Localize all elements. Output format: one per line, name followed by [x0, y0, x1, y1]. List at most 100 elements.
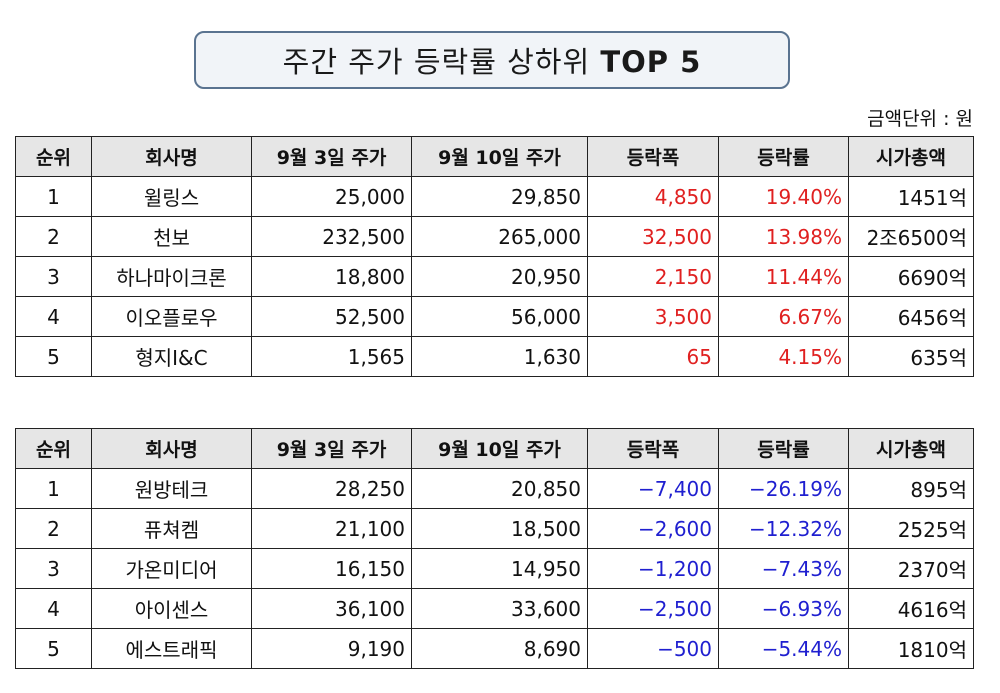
cell-price-0903: 36,100: [251, 588, 412, 629]
top-gainers-table: 순위 회사명 9월 3일 주가 9월 10일 주가 등락폭 등락률 시가총액 1…: [15, 136, 974, 377]
cell-rate: 6.67%: [718, 296, 849, 337]
header-row: 순위 회사명 9월 3일 주가 9월 10일 주가 등락폭 등락률 시가총액: [15, 428, 974, 469]
cell-market-cap: 2370억: [848, 548, 974, 589]
page-title-text: 주간 주가 등락률 상하위: [282, 45, 601, 79]
cell-rate: −12.32%: [718, 508, 849, 549]
cell-market-cap: 6690억: [848, 256, 974, 297]
cell-price-0903: 52,500: [251, 296, 412, 337]
cell-market-cap: 2525억: [848, 508, 974, 549]
table-row: 4 아이센스 36,100 33,600 −2,500 −6.93% 4616억: [15, 588, 974, 629]
cell-company: 형지I&C: [91, 336, 252, 377]
cell-company: 아이센스: [91, 588, 252, 629]
cell-rank: 4: [15, 296, 92, 337]
table-row: 5 형지I&C 1,565 1,630 65 4.15% 635억: [15, 336, 974, 377]
cell-market-cap: 635억: [848, 336, 974, 377]
cell-company: 에스트래픽: [91, 628, 252, 669]
cell-market-cap: 2조6500억: [848, 216, 974, 257]
cell-rate: −6.93%: [718, 588, 849, 629]
cell-price-0910: 20,950: [411, 256, 588, 297]
cell-rate: 11.44%: [718, 256, 849, 297]
title-box: 주간 주가 등락률 상하위 TOP 5: [194, 31, 790, 89]
cell-company: 하나마이크론: [91, 256, 252, 297]
cell-rate: 19.40%: [718, 176, 849, 217]
page-title: 주간 주가 등락률 상하위 TOP 5: [283, 39, 702, 81]
cell-price-0910: 20,850: [411, 468, 588, 509]
cell-price-0910: 8,690: [411, 628, 588, 669]
header-row: 순위 회사명 9월 3일 주가 9월 10일 주가 등락폭 등락률 시가총액: [15, 136, 974, 177]
unit-label: 금액단위 : 원: [867, 108, 973, 130]
table-row: 5 에스트래픽 9,190 8,690 −500 −5.44% 1810억: [15, 628, 974, 669]
cell-rank: 2: [15, 216, 92, 257]
header-change: 등락폭: [587, 428, 719, 469]
cell-market-cap: 4616억: [848, 588, 974, 629]
cell-price-0910: 29,850: [411, 176, 588, 217]
cell-rank: 3: [15, 548, 92, 589]
cell-company: 천보: [91, 216, 252, 257]
table-row: 1 원방테크 28,250 20,850 −7,400 −26.19% 895억: [15, 468, 974, 509]
cell-rank: 1: [15, 468, 92, 509]
cell-change: −2,500: [587, 588, 719, 629]
cell-market-cap: 6456억: [848, 296, 974, 337]
cell-rate: 13.98%: [718, 216, 849, 257]
cell-rank: 5: [15, 628, 92, 669]
table-row: 1 윌링스 25,000 29,850 4,850 19.40% 1451억: [15, 176, 974, 217]
cell-price-0903: 1,565: [251, 336, 412, 377]
cell-price-0910: 265,000: [411, 216, 588, 257]
header-price-0903: 9월 3일 주가: [251, 136, 412, 177]
cell-rank: 4: [15, 588, 92, 629]
cell-change: 4,850: [587, 176, 719, 217]
cell-company: 원방테크: [91, 468, 252, 509]
cell-price-0903: 28,250: [251, 468, 412, 509]
table-row: 3 하나마이크론 18,800 20,950 2,150 11.44% 6690억: [15, 256, 974, 297]
cell-change: −500: [587, 628, 719, 669]
cell-price-0910: 14,950: [411, 548, 588, 589]
cell-market-cap: 895억: [848, 468, 974, 509]
cell-price-0903: 9,190: [251, 628, 412, 669]
cell-price-0903: 16,150: [251, 548, 412, 589]
cell-price-0910: 56,000: [411, 296, 588, 337]
cell-rate: −5.44%: [718, 628, 849, 669]
cell-price-0903: 25,000: [251, 176, 412, 217]
cell-market-cap: 1451억: [848, 176, 974, 217]
table-row: 3 가온미디어 16,150 14,950 −1,200 −7.43% 2370억: [15, 548, 974, 589]
cell-rank: 2: [15, 508, 92, 549]
header-price-0910: 9월 10일 주가: [411, 136, 588, 177]
cell-rank: 1: [15, 176, 92, 217]
cell-change: 65: [587, 336, 719, 377]
cell-rank: 5: [15, 336, 92, 377]
cell-change: 2,150: [587, 256, 719, 297]
header-company: 회사명: [91, 428, 252, 469]
cell-change: 32,500: [587, 216, 719, 257]
table-row: 2 퓨쳐켐 21,100 18,500 −2,600 −12.32% 2525억: [15, 508, 974, 549]
cell-price-0903: 232,500: [251, 216, 412, 257]
cell-rank: 3: [15, 256, 92, 297]
cell-price-0903: 18,800: [251, 256, 412, 297]
cell-change: −1,200: [587, 548, 719, 589]
cell-change: −2,600: [587, 508, 719, 549]
cell-price-0903: 21,100: [251, 508, 412, 549]
cell-company: 윌링스: [91, 176, 252, 217]
header-company: 회사명: [91, 136, 252, 177]
header-price-0903: 9월 3일 주가: [251, 428, 412, 469]
header-rank: 순위: [15, 428, 92, 469]
cell-company: 가온미디어: [91, 548, 252, 589]
cell-rate: 4.15%: [718, 336, 849, 377]
header-market-cap: 시가총액: [848, 428, 974, 469]
cell-price-0910: 33,600: [411, 588, 588, 629]
header-rate: 등락률: [718, 428, 849, 469]
header-rate: 등락률: [718, 136, 849, 177]
header-price-0910: 9월 10일 주가: [411, 428, 588, 469]
header-change: 등락폭: [587, 136, 719, 177]
page-title-bold: TOP 5: [600, 45, 702, 79]
cell-change: −7,400: [587, 468, 719, 509]
cell-company: 이오플로우: [91, 296, 252, 337]
top-losers-table: 순위 회사명 9월 3일 주가 9월 10일 주가 등락폭 등락률 시가총액 1…: [15, 428, 974, 669]
header-market-cap: 시가총액: [848, 136, 974, 177]
cell-rate: −26.19%: [718, 468, 849, 509]
cell-market-cap: 1810억: [848, 628, 974, 669]
cell-rate: −7.43%: [718, 548, 849, 589]
cell-price-0910: 18,500: [411, 508, 588, 549]
cell-company: 퓨쳐켐: [91, 508, 252, 549]
cell-price-0910: 1,630: [411, 336, 588, 377]
table-row: 2 천보 232,500 265,000 32,500 13.98% 2조6500억: [15, 216, 974, 257]
